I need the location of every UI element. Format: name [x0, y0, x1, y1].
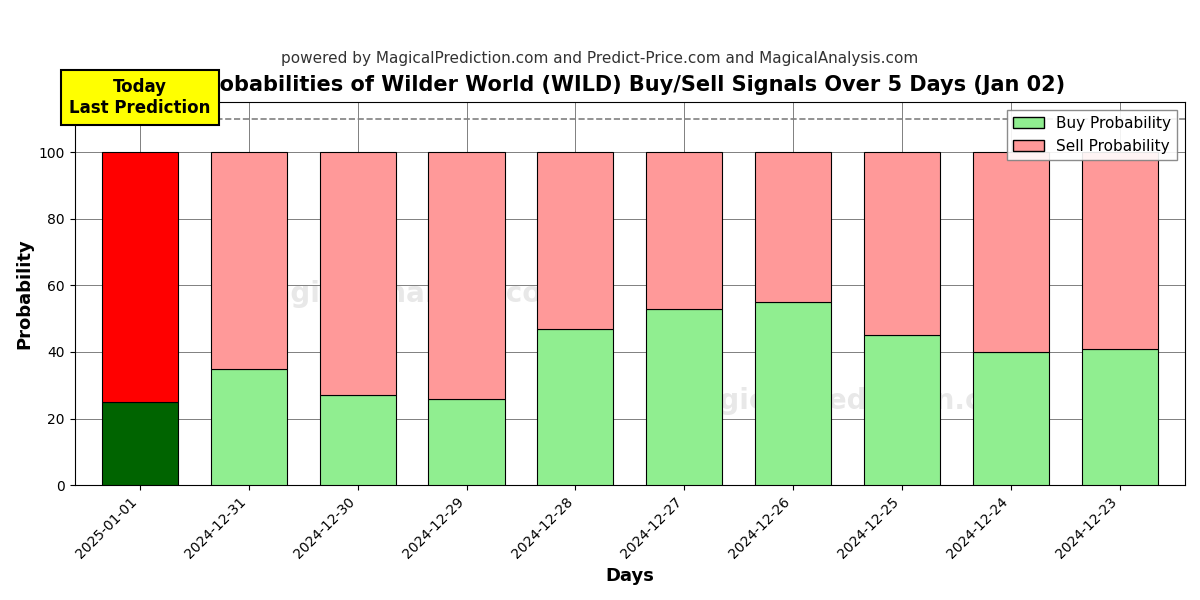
Bar [973, 152, 1049, 352]
Bar [1081, 152, 1158, 349]
Bar [755, 152, 832, 302]
Bar [646, 308, 722, 485]
Bar [864, 335, 940, 485]
Bar [319, 152, 396, 395]
Legend: Buy Probability, Sell Probability: Buy Probability, Sell Probability [1007, 110, 1177, 160]
Bar [973, 352, 1049, 485]
Bar [1081, 349, 1158, 485]
Bar [755, 302, 832, 485]
Text: MagicalPrediction.com: MagicalPrediction.com [673, 387, 1030, 415]
Bar [211, 152, 287, 368]
Bar [319, 395, 396, 485]
Text: MagicalAnalysis.com: MagicalAnalysis.com [245, 280, 571, 308]
Bar [428, 152, 505, 398]
Bar [428, 398, 505, 485]
Text: powered by MagicalPrediction.com and Predict-Price.com and MagicalAnalysis.com: powered by MagicalPrediction.com and Pre… [281, 51, 919, 66]
Bar [538, 329, 613, 485]
Title: Probabilities of Wilder World (WILD) Buy/Sell Signals Over 5 Days (Jan 02): Probabilities of Wilder World (WILD) Buy… [194, 75, 1066, 95]
Bar [211, 368, 287, 485]
Bar [646, 152, 722, 308]
Y-axis label: Probability: Probability [16, 238, 34, 349]
Text: Today
Last Prediction: Today Last Prediction [70, 79, 211, 117]
Bar [538, 152, 613, 329]
Bar [102, 402, 178, 485]
X-axis label: Days: Days [605, 567, 654, 585]
Bar [102, 152, 178, 402]
Bar [864, 152, 940, 335]
